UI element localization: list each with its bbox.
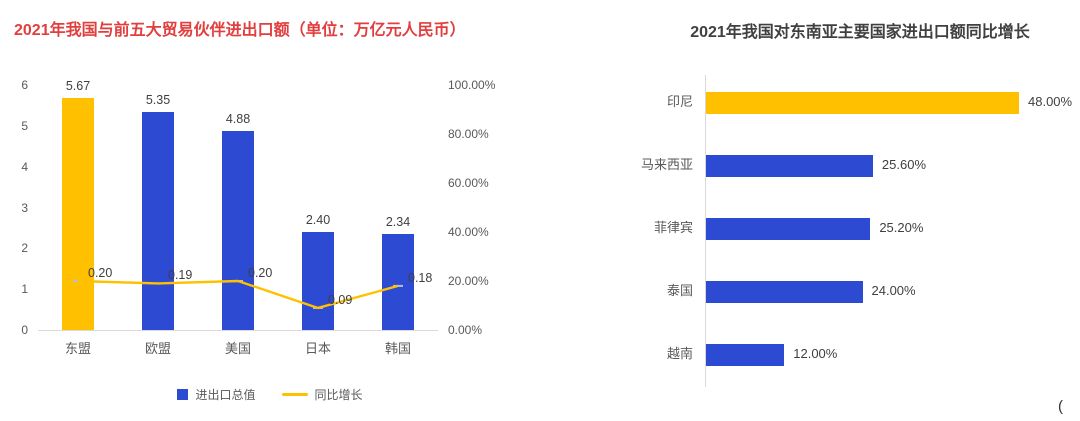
category-label: 印尼 [666, 94, 693, 109]
legend-swatch-line [281, 393, 308, 396]
right-axis-tick: 100.00% [448, 78, 496, 92]
hbar-4 [706, 281, 863, 303]
right-axis-tick: 40.00% [448, 225, 489, 239]
right-axis-tick: 80.00% [448, 127, 489, 141]
x-axis-label: 韩国 [384, 341, 411, 356]
right-chart-title: 2021年我国对东南亚主要国家进出口额同比增长 [690, 24, 1030, 41]
left-axis-tick: 5 [21, 118, 28, 133]
right-chart-plot-area: 印尼 48.00% 马来西亚 25.60% 菲律宾 25.20% 泰国 24.00% 越南 12.… [540, 75, 1080, 405]
right-axis-tick: 0.00% [448, 323, 483, 337]
hbar-value-label: 24.00% [871, 283, 916, 298]
sea-growth-chart: 2021年我国对东南亚主要国家进出口额同比增长 印尼 48.00% 马来西亚 25.6… [540, 0, 1080, 421]
bar-3 [222, 130, 254, 330]
category-label: 泰国 [666, 283, 693, 298]
bar-value-label: 2.34 [385, 215, 411, 230]
x-axis-label: 美国 [224, 341, 251, 356]
line-value-label: 0.20 [248, 266, 273, 280]
hbar-value-label: 25.20% [879, 220, 924, 235]
x-axis-label: 欧盟 [144, 341, 171, 356]
left-axis-tick: 4 [21, 159, 28, 174]
hbar-value-label: 25.60% [881, 157, 927, 172]
x-axis-label: 东盟 [64, 341, 91, 356]
line-value-label: 0.19 [168, 268, 193, 283]
legend-swatch-square [177, 389, 189, 400]
right-axis-tick: 20.00% [448, 274, 489, 288]
bar-value-label: 5.67 [65, 79, 91, 94]
bar-2 [142, 111, 174, 330]
bar-5 [382, 234, 414, 330]
hbar-value-label: 48.00% [1028, 94, 1073, 109]
category-label: 马来西亚 [640, 157, 693, 172]
growth-line [73, 279, 403, 310]
x-axis-line [38, 330, 438, 331]
legend-label: 同比增长 [314, 388, 363, 402]
cropped-text-fragment: ( [1058, 398, 1063, 415]
x-axis-label: 日本 [304, 341, 331, 356]
hbar-2 [706, 155, 873, 177]
hbar-5 [706, 344, 785, 366]
hbar-value-label: 12.00% [793, 346, 838, 361]
left-axis-tick: 6 [21, 78, 28, 92]
line-value-label: 0.20 [88, 266, 113, 280]
bar-value-label: 2.40 [305, 213, 331, 227]
legend-item-1: 进出口总值 [177, 386, 256, 403]
left-axis-tick: 3 [21, 200, 28, 215]
left-chart-title: 2021年我国与前五大贸易伙伴进出口额（单位：万亿元人民币） [14, 22, 466, 39]
trade-partners-chart: 2021年我国与前五大贸易伙伴进出口额（单位：万亿元人民币） 6 5 4 3 2 1 0 10… [0, 22, 540, 403]
left-axis-tick: 1 [21, 282, 28, 297]
left-chart-legend: 进出口总值 同比增长 [0, 386, 540, 403]
left-axis-tick: 2 [21, 241, 28, 256]
right-axis-tick: 60.00% [448, 176, 489, 190]
bar-value-label: 4.88 [225, 111, 251, 126]
left-axis-tick: 0 [21, 323, 28, 337]
legend-item-2: 同比增长 [281, 386, 363, 403]
category-label: 越南 [666, 346, 693, 361]
hbar-3 [706, 218, 871, 240]
bar-1 [62, 98, 94, 330]
hbar-1 [706, 92, 1019, 114]
line-value-label: 0.18 [408, 270, 433, 285]
legend-label: 进出口总值 [195, 388, 256, 402]
growth-polyline [77, 279, 399, 310]
bar-4 [302, 232, 334, 330]
y-axis-line [705, 75, 706, 387]
bar-value-label: 5.35 [145, 92, 171, 107]
line-value-label: 0.09 [328, 292, 353, 307]
category-label: 菲律宾 [653, 220, 693, 235]
left-chart-plot-area: 6 5 4 3 2 1 0 100.00% 80.00% 60.00% 40.00% 20.00% 0.… [0, 65, 540, 377]
